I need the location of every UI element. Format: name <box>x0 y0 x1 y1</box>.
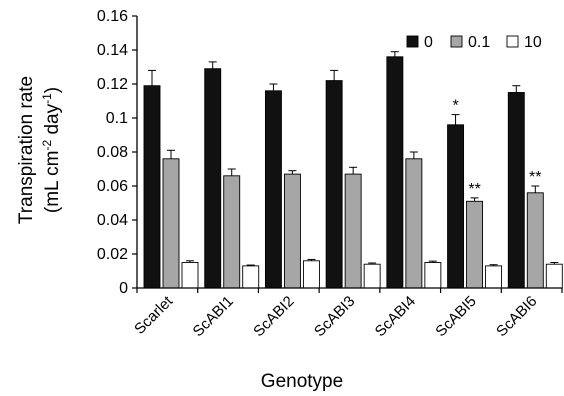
x-axis-title: Genotype <box>261 371 343 392</box>
y-tick-label: 0.08 <box>97 144 128 161</box>
bar-scabi1-series-0-1 <box>223 175 241 289</box>
y-tick-label: 0.12 <box>97 76 128 93</box>
error-bar <box>330 69 339 81</box>
legend-swatch <box>450 35 463 48</box>
y-tick-label: 0.02 <box>97 246 128 263</box>
error-bar <box>246 264 255 266</box>
bar-scarlet-series-10 <box>181 262 199 289</box>
y-axis-title-line2: (mL cm-2 day-1) <box>40 87 63 213</box>
bar-scabi5-series-0-1 <box>466 200 484 289</box>
error-bar <box>368 262 377 265</box>
legend-swatch <box>406 35 419 48</box>
significance-marker: ** <box>529 169 541 186</box>
legend-label: 10 <box>524 34 542 51</box>
y-tick-label: 0.06 <box>97 178 128 195</box>
legend: 0 0.1 10 <box>406 34 542 51</box>
y-tick-label: 0.04 <box>97 212 128 229</box>
error-bar <box>167 149 175 159</box>
error-bar <box>349 166 358 175</box>
error-bar <box>288 170 297 175</box>
legend-label: 0.1 <box>468 34 490 51</box>
bar-scarlet-series-0-1 <box>162 158 180 289</box>
legend-item-0-1: 0.1 <box>450 34 490 51</box>
legend-item-10: 10 <box>506 34 542 51</box>
error-bar <box>409 151 418 159</box>
significance-marker: * <box>452 98 458 115</box>
legend-label: 0 <box>424 34 433 51</box>
error-bar <box>470 197 479 202</box>
error-bar <box>428 260 437 263</box>
bar-scabi2-series-10 <box>302 260 320 289</box>
bar-scabi4-series-0-1 <box>405 158 423 289</box>
x-tick-label: ScABI2 <box>250 293 297 340</box>
x-tick-label: ScABI3 <box>311 293 358 340</box>
bar-scabi1-series-0 <box>204 68 222 289</box>
bar-scabi5-series-10 <box>485 265 503 289</box>
error-bar <box>227 168 236 176</box>
bar-scabi3-series-0 <box>325 80 343 289</box>
bar-scabi6-series-0 <box>507 92 525 289</box>
error-bar <box>531 185 540 193</box>
error-bar <box>451 114 460 125</box>
y-tick-label: 0 <box>119 280 128 297</box>
bar-scabi2-series-0-1 <box>283 173 301 289</box>
bar-scabi1-series-10 <box>242 265 260 289</box>
bar-scabi6-series-0-1 <box>526 192 544 289</box>
y-axis-ticks: 0 0.02 0.04 0.06 0.08 0.1 0.12 0.14 0.16 <box>97 8 137 297</box>
y-axis-title: Transpiration rate (mL cm-2 day-1) <box>16 76 63 224</box>
x-tick-label: ScABI4 <box>372 293 419 340</box>
x-axis-category-labels: Scarlet ScABI1 ScABI2 ScABI3 ScABI4 ScABI5 ScA… <box>131 288 563 340</box>
bar-scarlet-series-0 <box>143 85 161 289</box>
x-tick-label: ScABI1 <box>190 293 237 340</box>
y-axis-title-line1: Transpiration rate <box>16 76 37 224</box>
bar-scabi4-series-0 <box>386 56 404 289</box>
bar-scabi2-series-0 <box>264 90 282 289</box>
legend-item-0: 0 <box>406 34 433 51</box>
bar-scabi5-series-0 <box>447 124 465 289</box>
y-tick-label: 0.1 <box>106 110 128 127</box>
error-bar <box>307 258 316 261</box>
x-tick-label: ScABI5 <box>432 293 479 340</box>
x-tick-label: Scarlet <box>131 292 177 338</box>
error-bar <box>208 61 217 69</box>
error-bar <box>512 85 521 93</box>
error-bar <box>390 51 399 57</box>
significance-annotations: ***** <box>452 98 541 198</box>
bar-scabi6-series-10 <box>545 263 563 289</box>
x-tick-label: ScABI6 <box>493 293 540 340</box>
significance-marker: ** <box>468 181 480 198</box>
error-bar <box>489 264 498 266</box>
bar-scabi3-series-0-1 <box>344 173 362 289</box>
bars <box>143 51 563 289</box>
y-tick-label: 0.16 <box>97 8 128 25</box>
error-bar <box>550 262 559 265</box>
legend-swatch <box>506 35 519 48</box>
error-bar <box>148 69 156 86</box>
error-bar <box>186 260 194 263</box>
y-tick-label: 0.14 <box>97 42 128 59</box>
error-bar <box>269 83 278 91</box>
bar-scabi3-series-10 <box>363 263 381 289</box>
bar-scabi4-series-10 <box>424 262 442 289</box>
